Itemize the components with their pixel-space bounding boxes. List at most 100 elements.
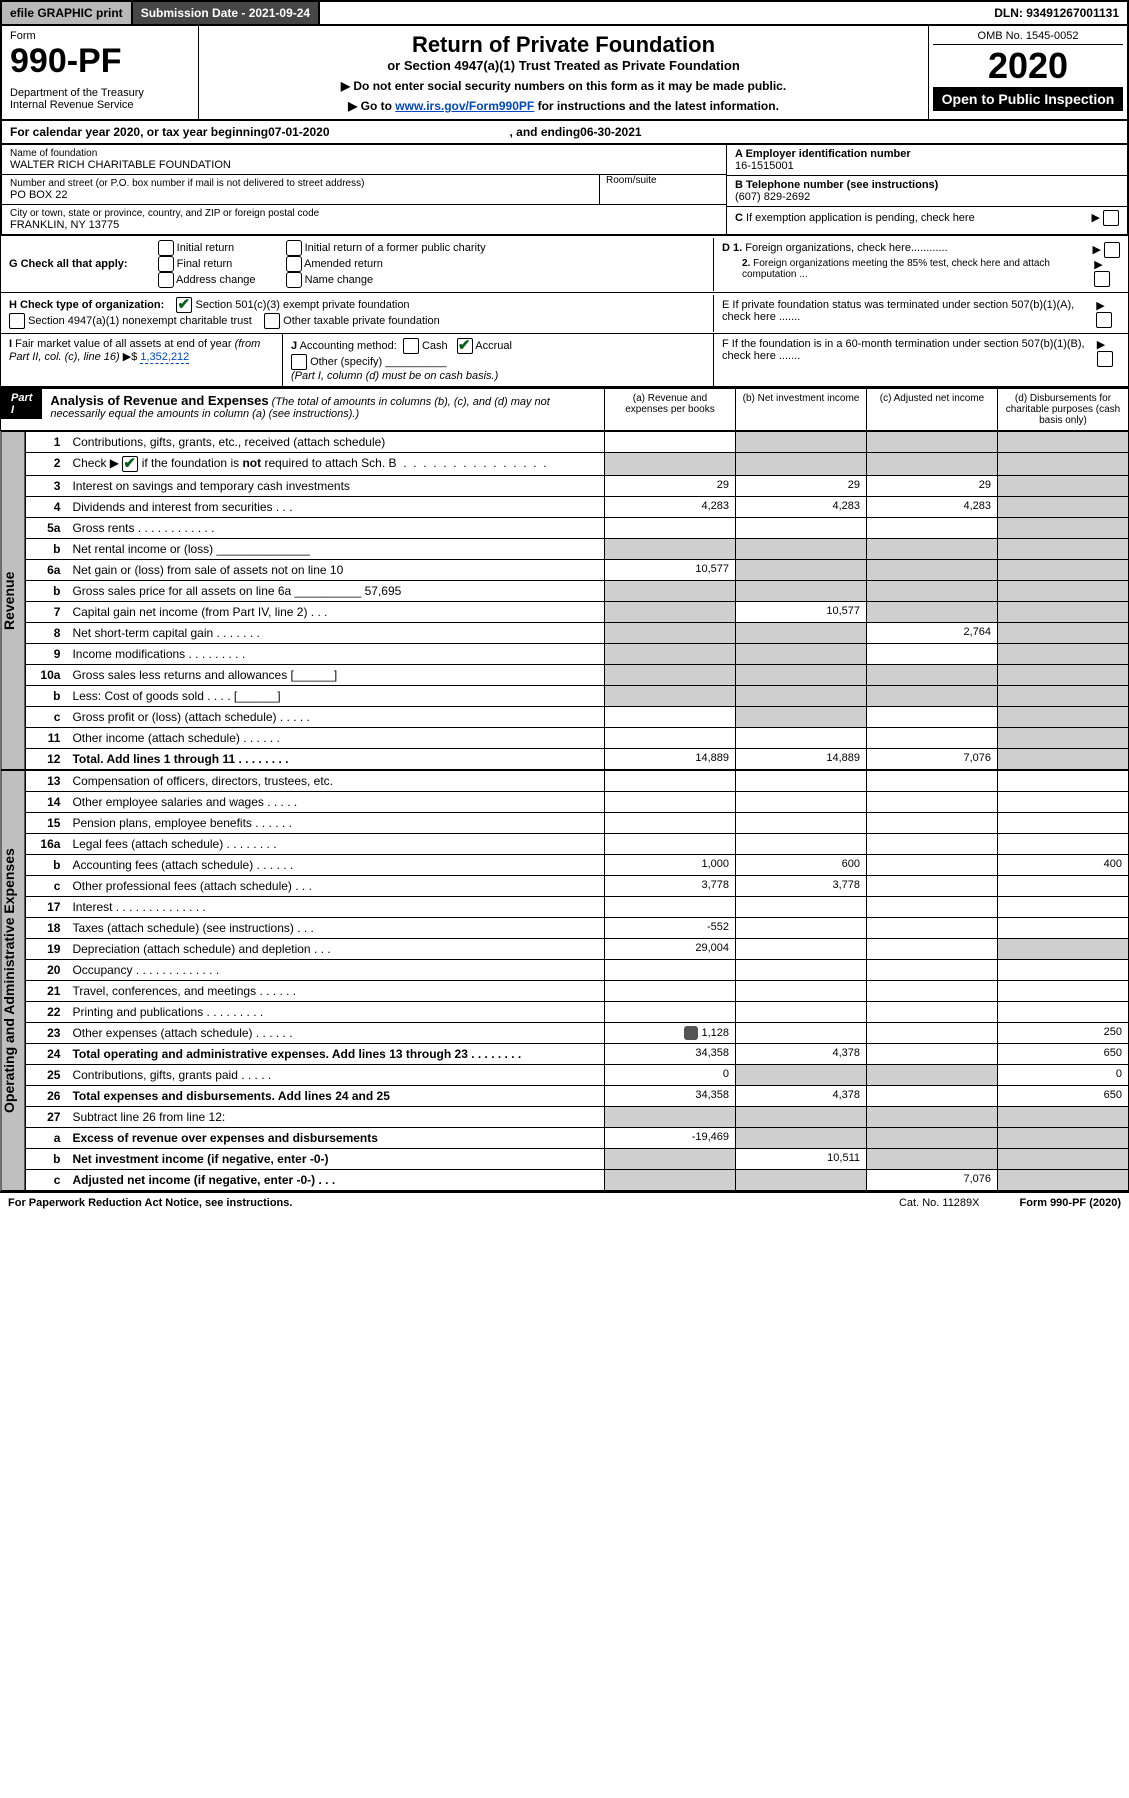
cell-shaded — [998, 1107, 1129, 1128]
cell-value — [736, 518, 867, 539]
form-title: Return of Private Foundation — [205, 32, 922, 58]
expenses-table: 13Compensation of officers, directors, t… — [25, 770, 1129, 1191]
row-description: Interest . . . . . . . . . . . . . . — [66, 897, 604, 918]
cell-value: 7,076 — [867, 749, 998, 770]
row-number: 20 — [26, 960, 67, 981]
cell-shaded — [998, 1149, 1129, 1170]
row-number: a — [26, 1128, 67, 1149]
cell-value — [605, 707, 736, 728]
checkbox-4947[interactable] — [9, 313, 25, 329]
table-row: bGross sales price for all assets on lin… — [26, 581, 1129, 602]
fmv-row: I Fair market value of all assets at end… — [0, 334, 1129, 387]
cell-value: 29 — [736, 476, 867, 497]
checkbox-d1[interactable] — [1104, 242, 1120, 258]
cell-value — [867, 897, 998, 918]
row-description: Excess of revenue over expenses and disb… — [66, 1128, 604, 1149]
checkbox-final-return[interactable] — [158, 256, 174, 272]
department-label: Department of the Treasury Internal Reve… — [10, 87, 190, 111]
cell-value — [605, 897, 736, 918]
cell-shaded — [736, 623, 867, 644]
col-d-header: (d) Disbursements for charitable purpose… — [997, 389, 1128, 430]
cell-value — [867, 960, 998, 981]
cell-shaded — [867, 581, 998, 602]
table-row: 8Net short-term capital gain . . . . . .… — [26, 623, 1129, 644]
cell-value — [998, 792, 1129, 813]
cell-value — [867, 981, 998, 1002]
cell-value: 3,778 — [736, 876, 867, 897]
checkbox-amended[interactable] — [286, 256, 302, 272]
phone-value: (607) 829-2692 — [735, 191, 1119, 203]
part1-label: Part I — [1, 389, 42, 419]
checkbox-accrual[interactable] — [457, 338, 473, 354]
row-number: b — [26, 855, 67, 876]
row-description: Net investment income (if negative, ente… — [66, 1149, 604, 1170]
room-label: Room/suite — [606, 175, 726, 186]
cell-value — [867, 792, 998, 813]
checkbox-other-taxable[interactable] — [264, 313, 280, 329]
irs-link[interactable]: www.irs.gov/Form990PF — [395, 99, 534, 113]
cell-shaded — [605, 665, 736, 686]
cell-shaded — [998, 581, 1129, 602]
efile-print-button[interactable]: efile GRAPHIC print — [2, 2, 133, 24]
cell-value: 10,577 — [736, 602, 867, 623]
cell-shaded — [867, 1107, 998, 1128]
cell-shaded — [867, 1065, 998, 1086]
checkbox-address-change[interactable] — [158, 272, 174, 288]
cell-value: 0 — [998, 1065, 1129, 1086]
cell-shaded — [605, 644, 736, 665]
row-number: 13 — [26, 771, 67, 792]
cell-value — [998, 918, 1129, 939]
cell-shaded — [736, 432, 867, 453]
cell-shaded — [998, 602, 1129, 623]
table-row: bNet rental income or (loss) ___________… — [26, 539, 1129, 560]
checkbox-cash[interactable] — [403, 338, 419, 354]
table-row: 26Total expenses and disbursements. Add … — [26, 1086, 1129, 1107]
checkbox-f[interactable] — [1097, 351, 1113, 367]
checkbox-c[interactable] — [1103, 210, 1119, 226]
cell-value — [998, 813, 1129, 834]
cell-value — [867, 644, 998, 665]
cell-shaded — [605, 581, 736, 602]
cell-value: 4,283 — [867, 497, 998, 518]
row-number: 6a — [26, 560, 67, 581]
table-row: 10aGross sales less returns and allowanc… — [26, 665, 1129, 686]
d2-label: 2. Foreign organizations meeting the 85%… — [722, 258, 1094, 287]
open-to-public: Open to Public Inspection — [933, 87, 1123, 111]
checkbox-initial-former[interactable] — [286, 240, 302, 256]
checkbox-name-change[interactable] — [286, 272, 302, 288]
row-description: Net short-term capital gain . . . . . . … — [66, 623, 604, 644]
cell-shaded — [736, 644, 867, 665]
table-row: 16aLegal fees (attach schedule) . . . . … — [26, 834, 1129, 855]
part1-header: Part I Analysis of Revenue and Expenses … — [0, 387, 1129, 431]
row-description: Other professional fees (attach schedule… — [66, 876, 604, 897]
cell-value: 600 — [736, 855, 867, 876]
cell-shaded — [998, 497, 1129, 518]
form-number: 990-PF — [10, 42, 190, 81]
row-number: b — [26, 1149, 67, 1170]
revenue-table: 1Contributions, gifts, grants, etc., rec… — [25, 431, 1129, 770]
checkbox-other-method[interactable] — [291, 354, 307, 370]
cell-value — [867, 834, 998, 855]
cell-shaded — [998, 1170, 1129, 1191]
checkbox-schb[interactable] — [122, 456, 138, 472]
cell-value: 10,577 — [605, 560, 736, 581]
checkbox-d2[interactable] — [1094, 271, 1110, 287]
row-description: Net rental income or (loss) ____________… — [66, 539, 604, 560]
checkbox-e[interactable] — [1096, 312, 1112, 328]
row-number: 26 — [26, 1086, 67, 1107]
cell-value: 3,778 — [605, 876, 736, 897]
cell-value: 29 — [605, 476, 736, 497]
table-row: 23Other expenses (attach schedule) . . .… — [26, 1023, 1129, 1044]
table-row: 3Interest on savings and temporary cash … — [26, 476, 1129, 497]
row-description: Income modifications . . . . . . . . . — [66, 644, 604, 665]
fmv-value[interactable]: 1,352,212 — [140, 351, 189, 364]
checkbox-initial-return[interactable] — [158, 240, 174, 256]
attachment-icon[interactable] — [684, 1026, 698, 1040]
cell-shaded — [605, 1170, 736, 1191]
cell-value — [867, 813, 998, 834]
exemption-label: C If exemption application is pending, c… — [735, 212, 975, 224]
checkbox-501c3[interactable] — [176, 297, 192, 313]
table-row: cOther professional fees (attach schedul… — [26, 876, 1129, 897]
row-number: b — [26, 686, 67, 707]
ein-value: 16-1515001 — [735, 160, 1119, 172]
